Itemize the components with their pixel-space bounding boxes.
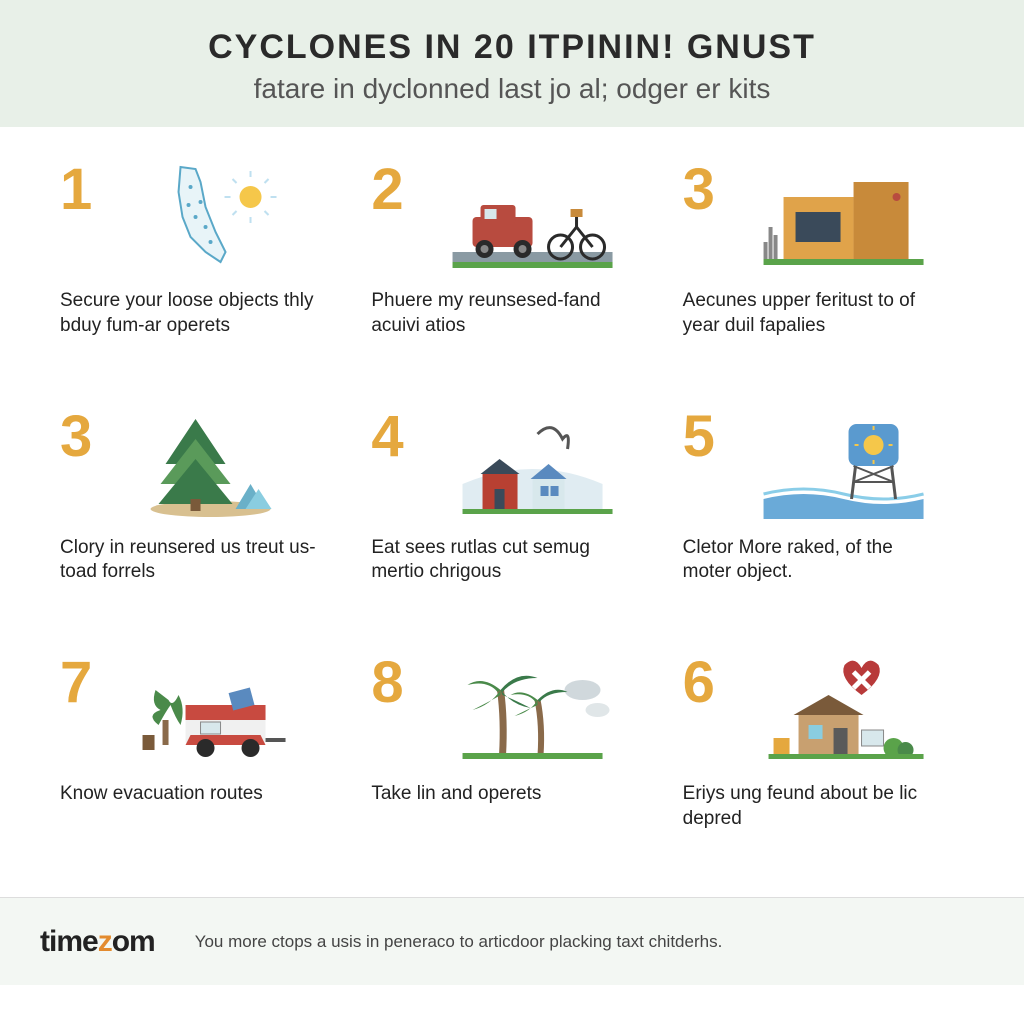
header-banner: CYCLONES IN 20 ITPININ! GNUST fatare in … (0, 0, 1024, 127)
page-title: CYCLONES IN 20 ITPININ! GNUST (20, 28, 1004, 67)
california-map-icon (100, 157, 341, 277)
tip-tile: 7 Know evacuation routes (60, 650, 341, 887)
tip-tile: 2 Phuere my reun (371, 157, 652, 394)
tip-number: 2 (371, 161, 403, 219)
tip-caption: Take lin and operets (371, 782, 631, 807)
tip-caption: Eriys ung feund about be lic depred (683, 782, 943, 831)
logo-accent: z (98, 925, 112, 958)
tip-caption: Cletor More raked, of the moter object. (683, 536, 943, 585)
tip-tile: 8 Take lin and operets (371, 650, 652, 887)
footer-bar: timezom You more ctops a usis in penerac… (0, 897, 1024, 985)
tip-number: 5 (683, 408, 715, 466)
tip-tile: 3 Clory in reunsered us treut us-toad fo… (60, 404, 341, 641)
tip-number: 1 (60, 161, 92, 219)
tip-number: 6 (683, 654, 715, 712)
tip-tile: 3 Aecunes upper feritust to of year duil… (683, 157, 964, 394)
tip-number: 8 (371, 654, 403, 712)
houses-storm-icon (412, 404, 653, 524)
tip-tile: 6 Eriys ung feund about be (683, 650, 964, 887)
buildings-icon (723, 157, 964, 277)
trailer-icon (100, 650, 341, 770)
logo-post: om (112, 925, 155, 958)
tip-tile: 1 Secure your loose objects th (60, 157, 341, 394)
tip-number: 3 (60, 408, 92, 466)
car-bike-icon (412, 157, 653, 277)
footer-text: You more ctops a usis in peneraco to art… (195, 932, 723, 952)
tip-caption: Secure your loose objects thly bduy fum-… (60, 289, 320, 338)
brand-logo: timezom (40, 925, 155, 959)
tip-number: 3 (683, 161, 715, 219)
tip-caption: Know evacuation routes (60, 782, 320, 807)
tip-caption: Aecunes upper feritust to of year duil f… (683, 289, 943, 338)
tip-tile: 5 Cletor Mor (683, 404, 964, 641)
tips-grid: 1 Secure your loose objects th (0, 127, 1024, 897)
house-heart-icon (723, 650, 964, 770)
tip-tile: 4 Eat sees rutlas cut semug mertio chrig… (371, 404, 652, 641)
tip-caption: Clory in reunsered us treut us-toad forr… (60, 536, 320, 585)
water-tower-icon (723, 404, 964, 524)
tip-number: 7 (60, 654, 92, 712)
tip-caption: Phuere my reunsesed-fand acuivi atios (371, 289, 631, 338)
tip-number: 4 (371, 408, 403, 466)
logo-pre: time (40, 925, 98, 958)
tip-caption: Eat sees rutlas cut semug mertio chrigou… (371, 536, 631, 585)
tree-icon (100, 404, 341, 524)
palms-icon (412, 650, 653, 770)
page-subtitle: fatare in dyclonned last jo al; odger er… (20, 73, 1004, 105)
